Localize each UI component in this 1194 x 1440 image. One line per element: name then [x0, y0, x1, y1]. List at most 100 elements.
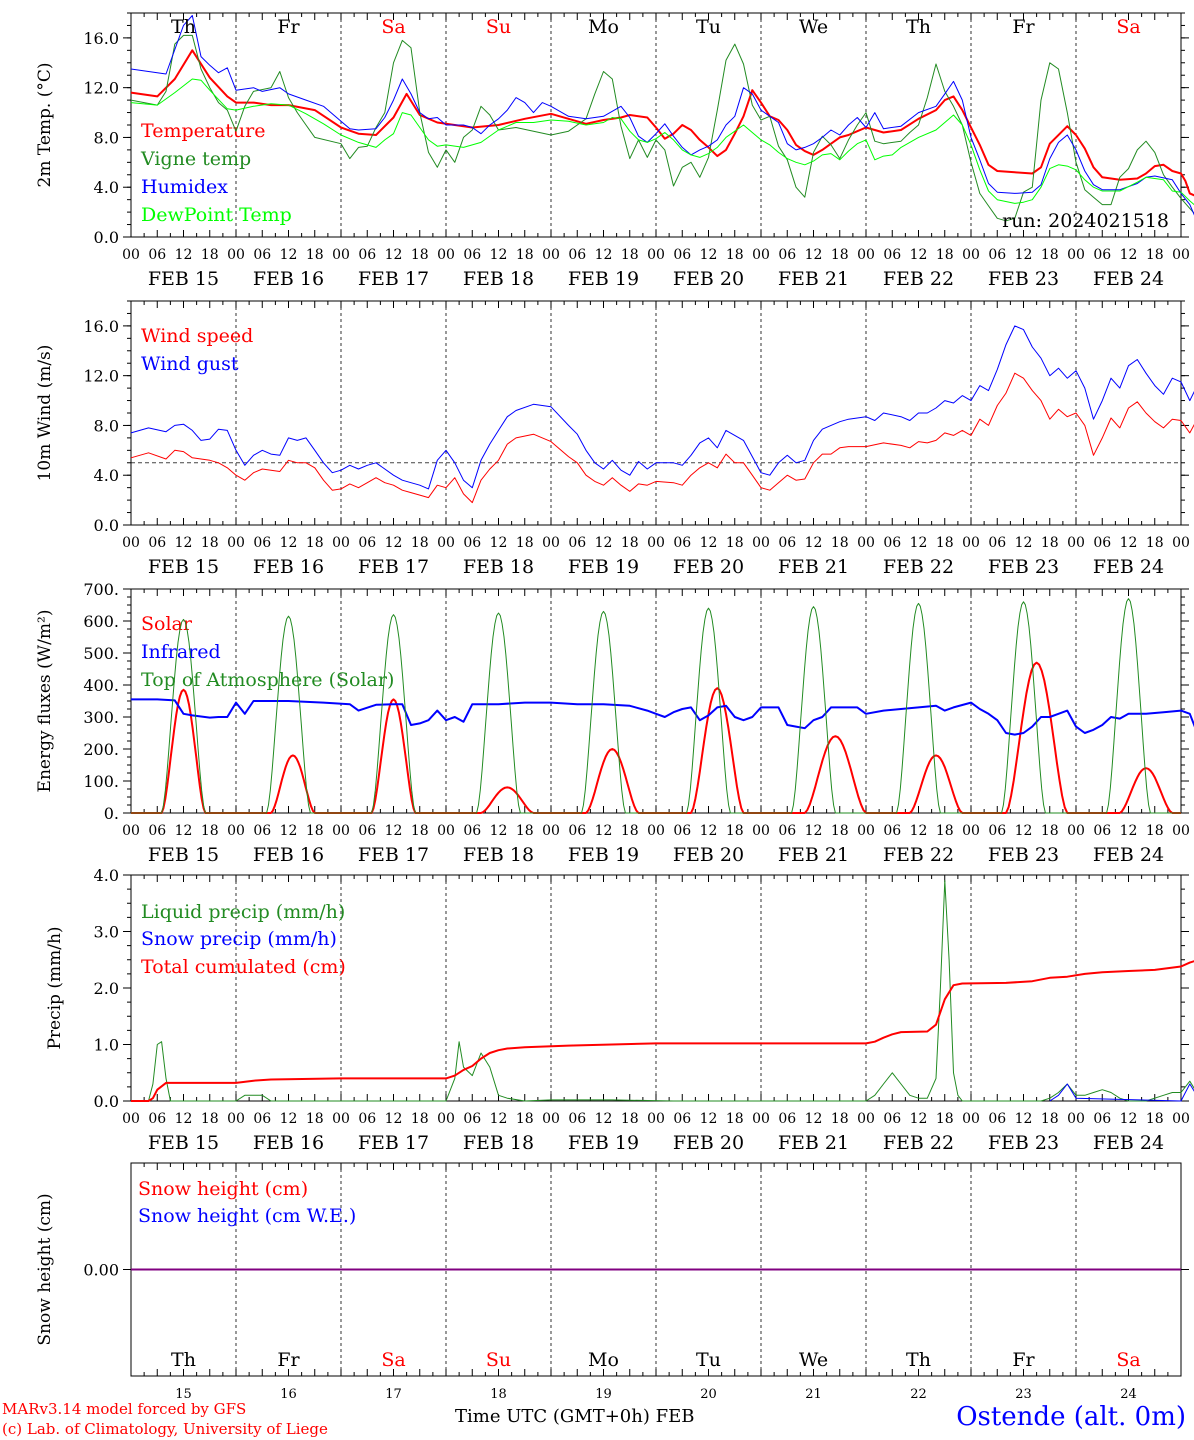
- hour-tick-label: 12: [280, 823, 298, 839]
- hour-tick-label: 18: [936, 1111, 954, 1127]
- hour-tick-label: 06: [1093, 823, 1111, 839]
- day-number-label: 22: [910, 1387, 927, 1402]
- date-label: FEB 23: [988, 1132, 1059, 1154]
- date-label: FEB 16: [253, 268, 324, 290]
- date-label: FEB 22: [883, 556, 954, 578]
- hour-tick-label: 18: [936, 823, 954, 839]
- legend-entry: Temperature: [141, 120, 265, 142]
- hour-tick-label: 06: [778, 247, 796, 263]
- day-number-label: 21: [805, 1387, 822, 1402]
- y-axis-label: Energy fluxes (W/m²): [35, 610, 55, 793]
- hour-tick-label: 00: [332, 1111, 350, 1127]
- date-label: FEB 24: [1093, 556, 1164, 578]
- legend-entry: Snow height (cm W.E.): [138, 1205, 356, 1227]
- hour-tick-label: 12: [1015, 1111, 1033, 1127]
- hour-tick-label: 18: [1041, 535, 1059, 551]
- hour-tick-label: 12: [385, 247, 403, 263]
- hour-tick-label: 12: [280, 1111, 298, 1127]
- hour-tick-label: 00: [962, 247, 980, 263]
- hour-tick-label: 00: [857, 823, 875, 839]
- hour-tick-label: 06: [358, 247, 376, 263]
- legend-entry: Snow height (cm): [138, 1178, 308, 1200]
- hour-tick-label: 00: [857, 535, 875, 551]
- hour-tick-label: 06: [778, 823, 796, 839]
- hour-tick-label: 00: [332, 823, 350, 839]
- y-tick-label: 4.0: [94, 466, 119, 485]
- hour-tick-label: 06: [358, 1111, 376, 1127]
- hour-tick-label: 12: [700, 823, 718, 839]
- hour-tick-label: 18: [831, 1111, 849, 1127]
- hour-tick-label: 00: [752, 535, 770, 551]
- hour-tick-label: 18: [306, 823, 324, 839]
- legend-entry: Vigne temp: [140, 148, 251, 170]
- hour-tick-label: 12: [280, 535, 298, 551]
- y-tick-label: 0.00: [83, 1261, 119, 1280]
- hour-tick-label: 18: [306, 247, 324, 263]
- hour-tick-label: 12: [1120, 535, 1138, 551]
- series-line-1: [131, 880, 1194, 1102]
- day-abbrev: Tu: [696, 1349, 721, 1371]
- day-abbrev: Sa: [1116, 1349, 1140, 1371]
- hour-tick-label: 06: [883, 535, 901, 551]
- date-label: FEB 19: [568, 1132, 639, 1154]
- day-number-label: 20: [700, 1387, 717, 1402]
- hour-tick-label: 12: [490, 535, 508, 551]
- date-label: FEB 20: [673, 556, 744, 578]
- y-axis-label: 2m Temp. (°C): [35, 62, 55, 187]
- hour-tick-label: 12: [700, 247, 718, 263]
- y-tick-label: 12.0: [83, 79, 119, 98]
- hour-tick-label: 12: [280, 247, 298, 263]
- date-label: FEB 19: [568, 268, 639, 290]
- series-line-2: [130, 34, 1194, 222]
- hour-tick-label: 18: [516, 823, 534, 839]
- hour-tick-label: 12: [595, 535, 613, 551]
- hour-tick-label: 12: [175, 535, 193, 551]
- hour-tick-label: 00: [437, 823, 455, 839]
- hour-tick-label: 12: [805, 823, 823, 839]
- hour-tick-label: 06: [568, 1111, 586, 1127]
- hour-tick-label: 00: [437, 1111, 455, 1127]
- hour-tick-label: 06: [988, 247, 1006, 263]
- hour-tick-label: 00: [542, 823, 560, 839]
- hour-tick-label: 06: [883, 247, 901, 263]
- day-abbrev: Mo: [588, 16, 619, 38]
- hour-tick-label: 12: [175, 1111, 193, 1127]
- hour-tick-label: 06: [673, 1111, 691, 1127]
- hour-tick-label: 00: [542, 1111, 560, 1127]
- day-abbrev: Mo: [588, 1349, 619, 1371]
- date-label: FEB 20: [673, 268, 744, 290]
- hour-tick-label: 12: [1015, 247, 1033, 263]
- date-label: FEB 16: [253, 844, 324, 866]
- hour-tick-label: 00: [647, 1111, 665, 1127]
- hour-tick-label: 18: [936, 247, 954, 263]
- hour-tick-label: 12: [595, 247, 613, 263]
- chart-panel-2: 0.0 4.0 8.0 12.0 16.0 10m Wind (m/s) Wind spee…: [35, 300, 1194, 578]
- hour-tick-label: 00: [647, 247, 665, 263]
- hour-tick-label: 00: [227, 823, 245, 839]
- hour-tick-label: 12: [805, 535, 823, 551]
- series-line-2: [131, 698, 1194, 736]
- date-label: FEB 16: [253, 556, 324, 578]
- hour-tick-label: 00: [752, 823, 770, 839]
- hour-tick-label: 06: [253, 535, 271, 551]
- hour-tick-label: 06: [358, 535, 376, 551]
- hour-tick-label: 06: [148, 535, 166, 551]
- day-abbrev: Sa: [1116, 16, 1140, 38]
- day-abbrev: Th: [171, 16, 196, 38]
- day-number-label: 19: [595, 1387, 612, 1402]
- y-tick-label: 500.: [83, 644, 119, 663]
- hour-tick-label: 18: [516, 247, 534, 263]
- hour-tick-label: 18: [831, 823, 849, 839]
- hour-tick-label: 06: [253, 1111, 271, 1127]
- y-tick-label: 300.: [83, 708, 119, 727]
- hour-tick-label: 00: [1172, 823, 1190, 839]
- date-label: FEB 17: [358, 1132, 429, 1154]
- hour-tick-label: 18: [201, 535, 219, 551]
- hour-tick-label: 12: [385, 823, 403, 839]
- model-credit: MARv3.14 model forced by GFS: [2, 1400, 247, 1418]
- hour-tick-label: 00: [1067, 823, 1085, 839]
- hour-tick-label: 00: [962, 823, 980, 839]
- hour-tick-label: 18: [831, 535, 849, 551]
- hour-tick-label: 18: [201, 1111, 219, 1127]
- hour-tick-label: 00: [122, 823, 140, 839]
